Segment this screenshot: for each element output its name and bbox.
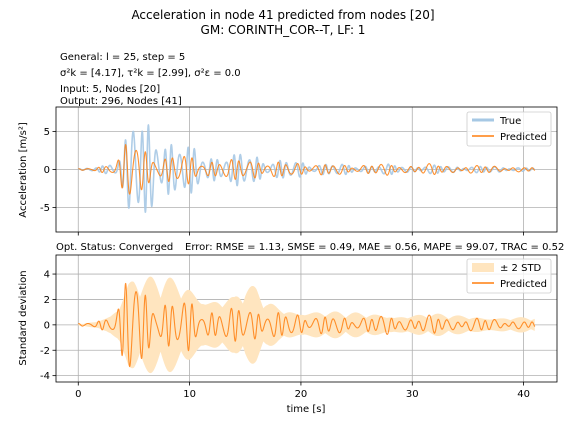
status-text: Opt. Status: Converged xyxy=(56,242,173,253)
bottom-ytick-label--2: -2 xyxy=(40,346,50,357)
bottom-ytick-label-0: 0 xyxy=(44,320,50,331)
legend-std-label: ± 2 STD xyxy=(500,263,542,274)
legend-predicted-label: Predicted xyxy=(500,132,547,143)
top-ylabel: Acceleration [m/s²] xyxy=(18,122,29,218)
info-general: General: l = 25, step = 5 xyxy=(60,52,185,63)
legend-true-label: True xyxy=(499,116,521,127)
top-ytick-label-0: 0 xyxy=(44,165,50,176)
bottom-ytick-label--4: -4 xyxy=(40,371,50,382)
bottom-legend: ± 2 STD Predicted xyxy=(466,258,552,294)
top-ytick-label-5: 5 xyxy=(44,127,50,138)
top-legend: True Predicted xyxy=(466,111,552,147)
top-series-predicted xyxy=(77,144,536,195)
figure-title: Acceleration in node 41 predicted from n… xyxy=(131,8,434,22)
legend-std-swatch xyxy=(472,263,494,272)
bottom-xtick-label-0: 0 xyxy=(75,389,81,400)
bottom-series xyxy=(77,276,536,374)
bottom-xtick-label-10: 10 xyxy=(183,389,196,400)
bottom-axes-frame xyxy=(55,254,558,383)
bottom-ytick-label-2: 2 xyxy=(44,295,50,306)
info-sigma: σ²k = [4.17], τ²k = [2.99], σ²ε = 0.0 xyxy=(60,68,241,79)
top-ticks: -5 0 5 xyxy=(40,127,524,236)
bottom-std-band xyxy=(78,276,535,374)
info-input: Input: 5, Nodes [20] xyxy=(60,84,160,95)
legend-predicted2-label: Predicted xyxy=(500,279,547,290)
bottom-xtick-label-20: 20 xyxy=(295,389,308,400)
bottom-series-predicted xyxy=(77,282,536,368)
bottom-xtick-label-40: 40 xyxy=(517,389,530,400)
figure-subtitle: GM: CORINTH_COR--T, LF: 1 xyxy=(201,23,366,37)
bottom-ylabel: Standard deviation xyxy=(18,270,29,365)
error-text: Error: RMSE = 1.13, SMSE = 0.49, MAE = 0… xyxy=(185,242,564,253)
top-series xyxy=(77,124,536,213)
bottom-xtick-label-30: 30 xyxy=(406,389,419,400)
top-ytick-label--5: -5 xyxy=(40,203,50,214)
info-output: Output: 296, Nodes [41] xyxy=(60,96,182,107)
acceleration-chart: -5 0 5 Acceleration [m/s²] True Predicted xyxy=(18,106,558,236)
bottom-ytick-label-4: 4 xyxy=(44,270,50,281)
bottom-xlabel: time [s] xyxy=(287,404,326,415)
